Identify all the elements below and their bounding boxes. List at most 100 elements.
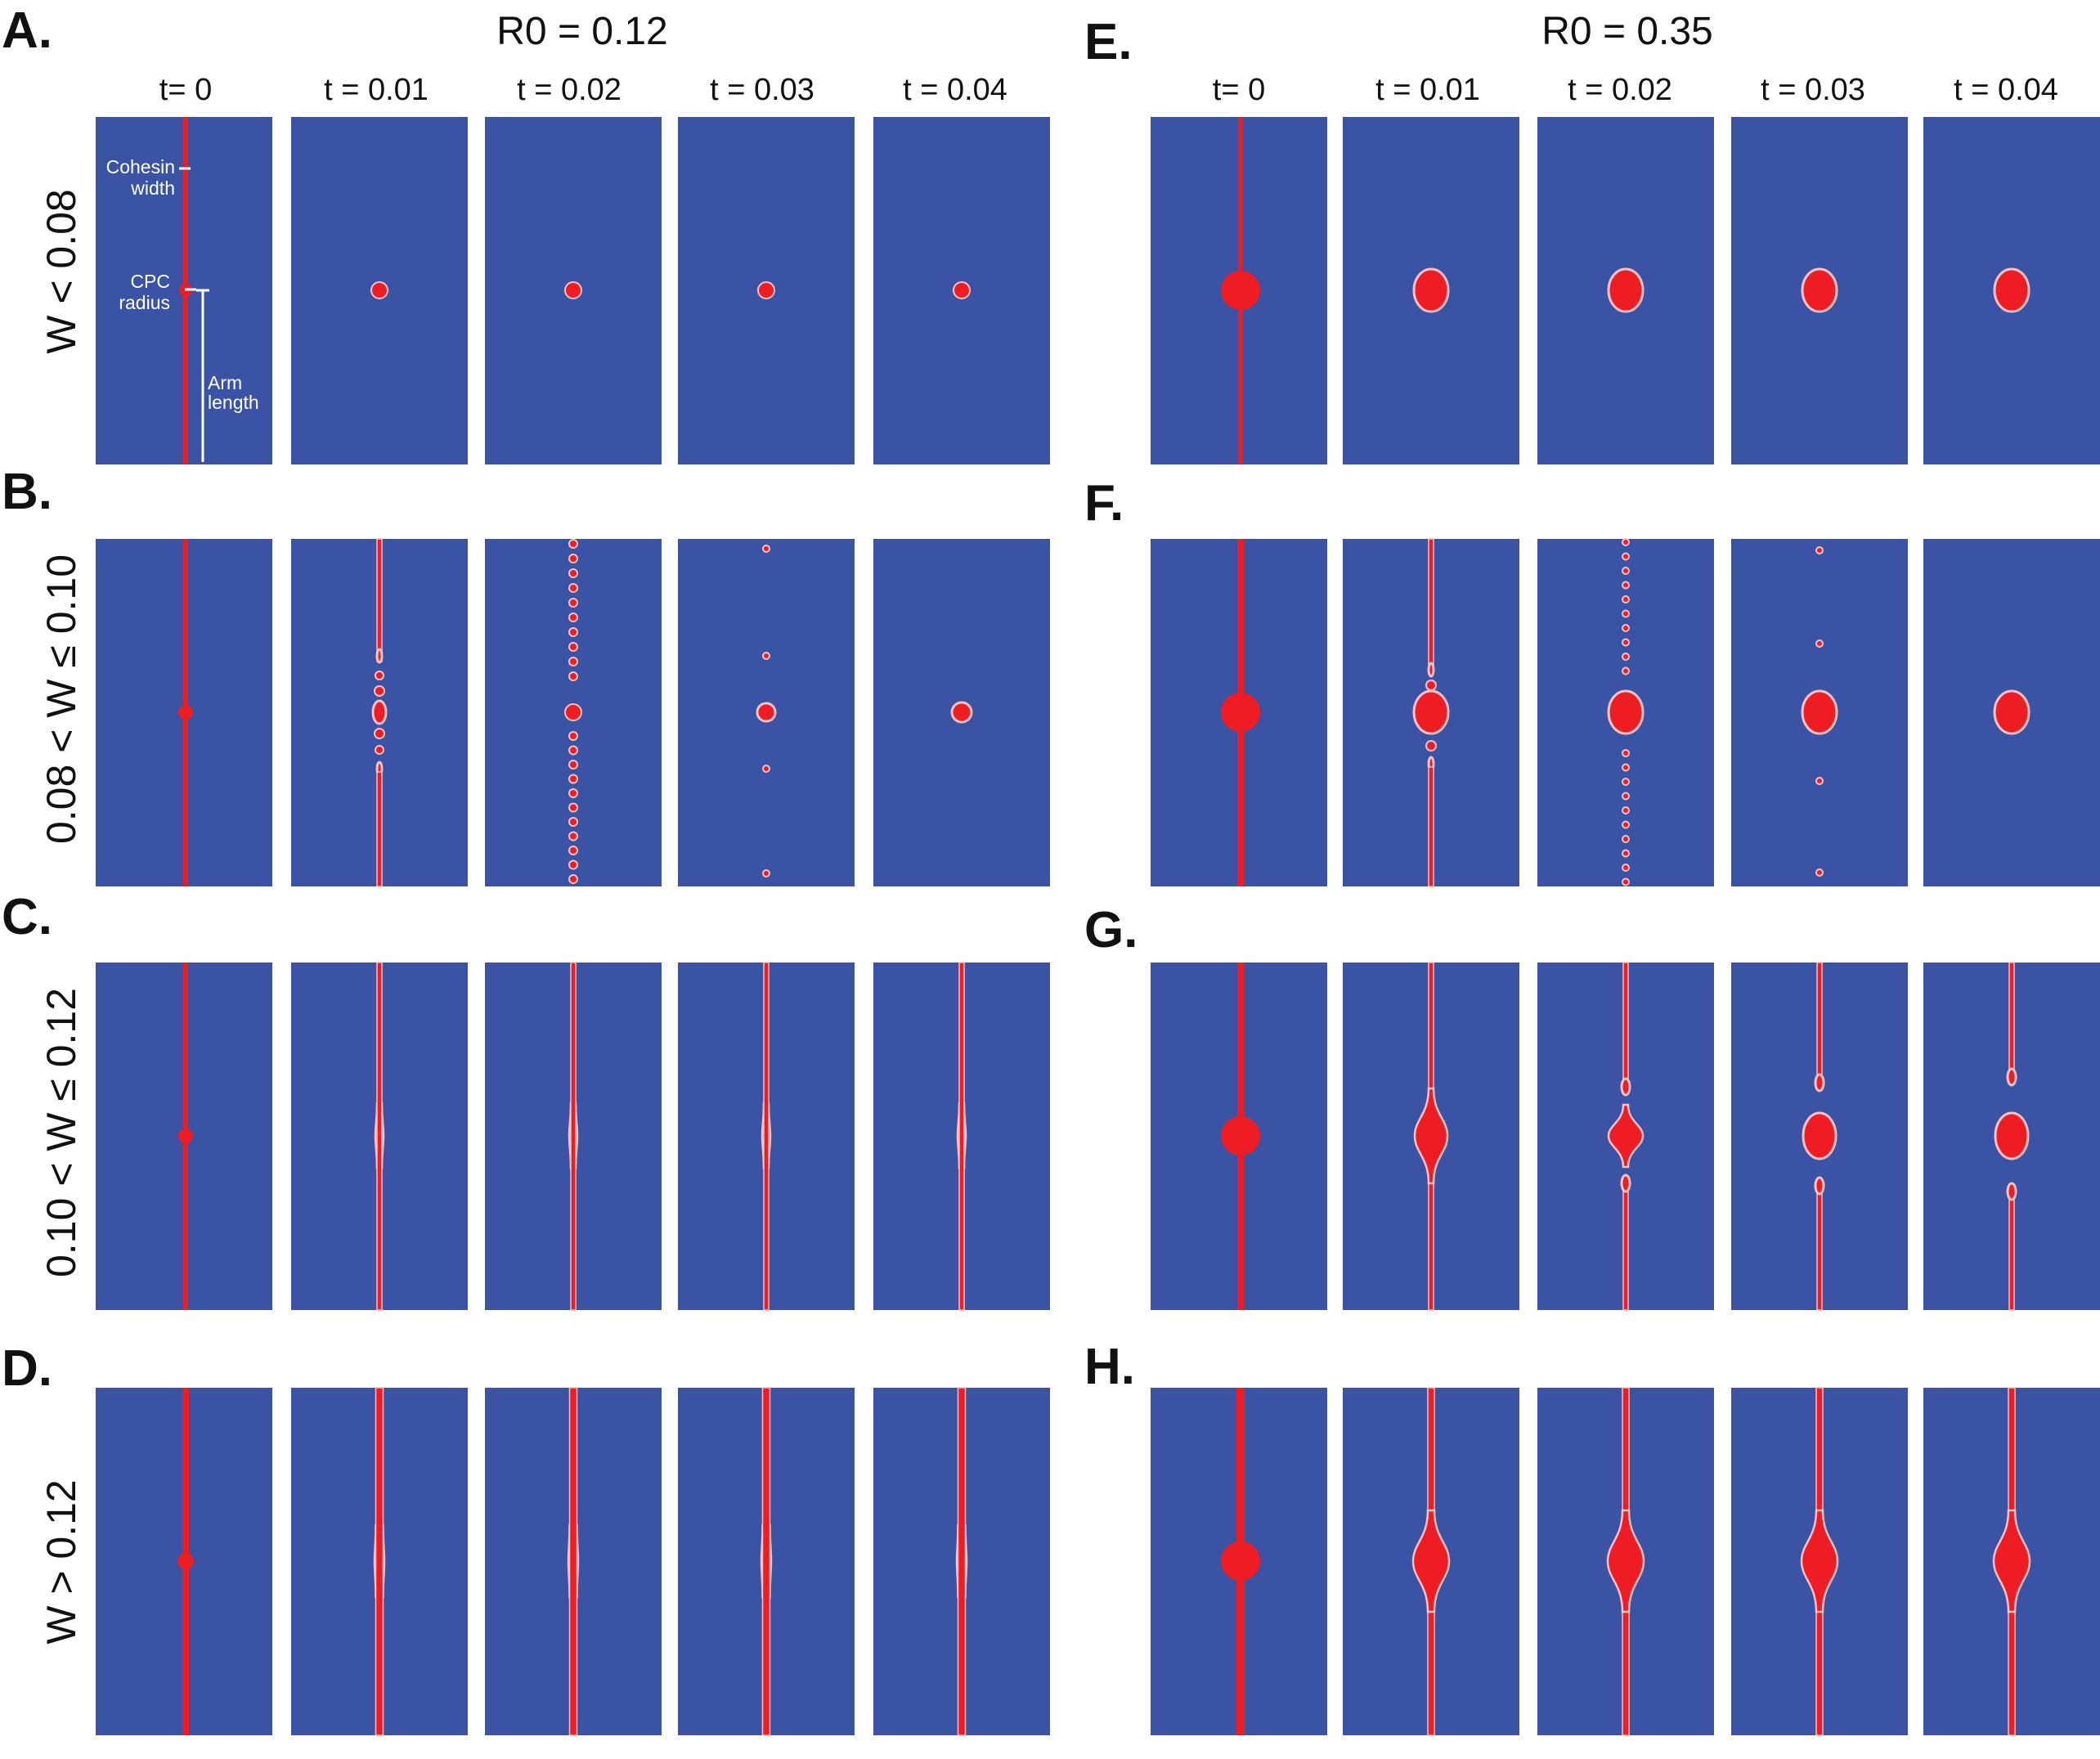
frame-right-w-010-012-t1 [1343,962,1519,1311]
cpc-droplet [564,703,582,721]
cpc-sphere [178,705,193,720]
thread-lower [1428,766,1434,887]
droplet [1622,877,1630,886]
droplet [1622,666,1630,675]
time-label-right-4: t = 0.04 [1954,73,2058,107]
cohesin-thread [570,962,577,1311]
droplet [1622,538,1630,546]
droplet [1622,567,1630,575]
droplet [568,627,578,637]
frame-left-w-gt-012-t4 [873,1387,1050,1736]
left-column-title: R0 = 0.12 [496,10,667,53]
thread-lower [376,771,383,887]
cpc-droplet [1993,267,2030,313]
thread-upper [1622,962,1629,1089]
frame-right-w-008-010-t0 [1151,539,1327,886]
time-label-left-1: t = 0.01 [324,73,429,107]
frame-left-w-gt-012-t2 [485,1387,662,1736]
droplet [568,774,578,784]
droplet [568,554,578,563]
cpc-spindle [1411,1509,1451,1613]
cpc-spindle [1607,1103,1645,1169]
cohesin-thread [958,962,965,1311]
frame-left-w-010-012-t0 [96,963,272,1310]
droplet [762,869,770,877]
frame-left-w-010-012-t4 [873,962,1050,1311]
arm-label-line2: length [208,392,259,413]
panel-a-annotations: Cohesin width CPC radius Arm length [106,156,259,462]
droplet [1622,624,1630,632]
frame-right-w-008-010-t4 [1923,539,2100,886]
droplet [375,671,384,680]
droplet [1425,740,1437,752]
droplet [568,846,578,855]
frame-left-w-lt-008-t4 [873,117,1050,464]
droplet [762,545,770,553]
droplet [1622,849,1630,858]
cpc-sphere [1221,271,1260,310]
droplet [1622,792,1630,801]
frame-right-w-gt-012-t3 [1731,1387,1908,1736]
droplet [568,613,578,622]
thread-tip [1814,1176,1825,1196]
thread-lower [1622,1181,1629,1311]
frame-left-w-008-010-t2 [485,539,662,886]
droplet [568,859,578,870]
frame-right-w-lt-008-t3 [1731,117,1908,464]
panel-letter-b: B. [2,464,52,520]
right-column-title: R0 = 0.35 [1541,10,1712,53]
droplet [1815,868,1824,877]
droplet [1622,552,1630,561]
droplet [1622,609,1630,618]
arm-label-line1: Arm [208,372,242,393]
frame-right-w-008-010-t2 [1537,538,1714,886]
frame-right-w-lt-008-t1 [1343,117,1519,464]
thread-tip [375,648,384,664]
cpc-droplet [564,281,582,299]
frame-left-w-008-010-t4 [873,539,1050,886]
frame-left-w-gt-012-t0 [96,1388,272,1735]
droplet [568,598,578,608]
cpc-droplet [1801,267,1838,313]
thread-tip [1620,1077,1631,1097]
time-label-right-3: t = 0.03 [1761,73,1865,107]
droplet [762,652,770,660]
cpc-sphere [1221,1116,1260,1155]
cohesin-thread [376,962,383,1311]
cpc-spindle [1413,1087,1449,1185]
droplet [374,685,385,697]
frame-left-w-008-010-t3 [678,539,855,886]
right-time-labels: t= 0 t = 0.01 t = 0.02 t = 0.03 t = 0.04 [1213,73,2058,107]
cohesin-thread [375,1387,384,1736]
cpc-droplet [1412,267,1450,313]
cpc-droplet [953,281,971,299]
droplet [1622,778,1630,786]
frame-right-w-010-012-t2 [1537,962,1714,1311]
cpc-droplet [1801,689,1838,735]
droplet [1815,546,1824,554]
panel-letter-a: A. [2,2,52,59]
thread-upper [1816,962,1823,1085]
cpc-droplet [1802,1111,1838,1160]
droplet [568,831,578,841]
thread-lower [2008,1189,2015,1311]
droplet [1622,806,1630,814]
thread-tip [2006,1067,2017,1087]
row-label-3: 0.10 < W ≤ 0.12 [38,988,84,1277]
droplet [568,731,578,741]
thread-lower [1816,1183,1823,1311]
frame-right-w-gt-012-t2 [1537,1387,1714,1736]
cpc-droplet [371,699,388,725]
droplet [1815,777,1824,785]
droplet [1622,653,1630,661]
frame-right-w-lt-008-t2 [1537,117,1714,464]
cpc-droplet [370,281,388,299]
cohesin-thread [568,1387,578,1736]
droplet [1815,639,1824,648]
droplet [1622,638,1630,647]
cpc-label-line1: CPC [130,271,170,292]
thread-tip [1620,1173,1631,1193]
thread-upper [1428,538,1434,675]
frame-right-w-010-012-t3 [1731,962,1908,1311]
